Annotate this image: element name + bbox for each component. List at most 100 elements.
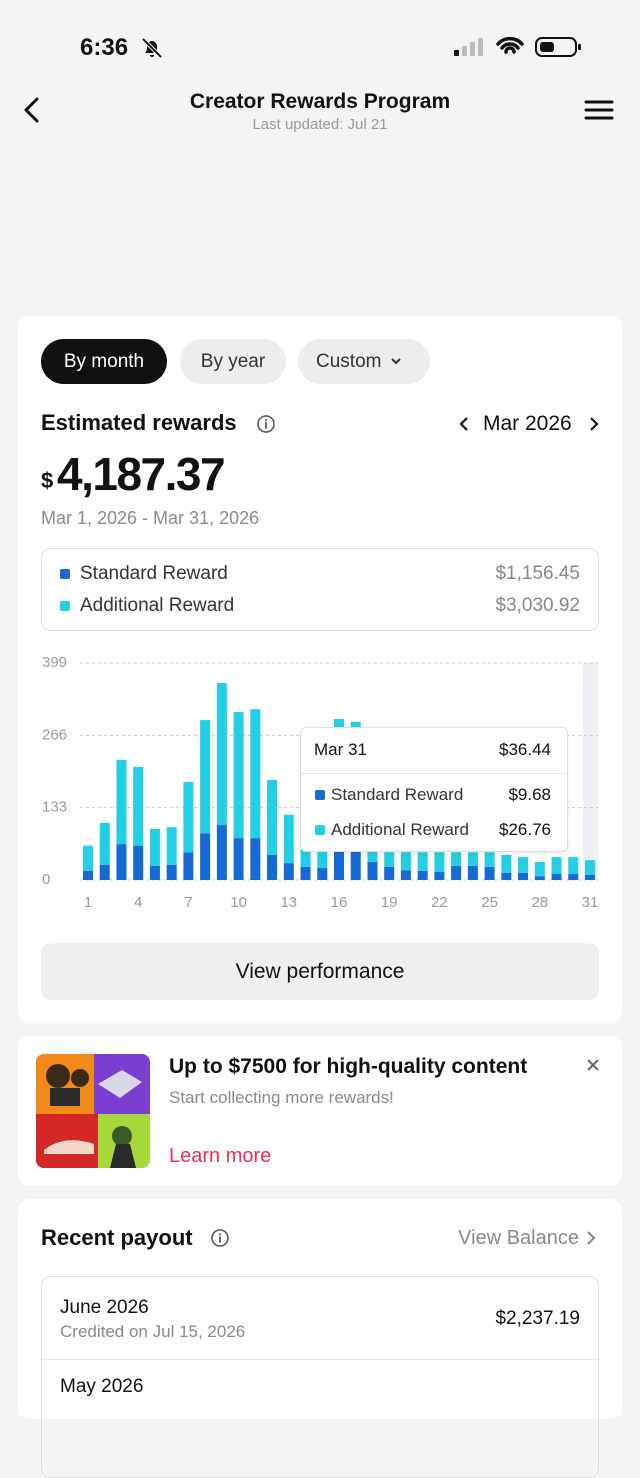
page-subtitle: Last updated: Jul 21 <box>252 116 388 133</box>
payout-card <box>18 1199 622 1419</box>
bar-segment <box>534 862 545 877</box>
view-balance-link[interactable]: View Balance <box>458 1227 579 1249</box>
button-label: View performance <box>235 959 405 983</box>
legend-swatch <box>60 601 70 611</box>
bar-segment <box>551 874 562 880</box>
bar-segment <box>233 711 244 839</box>
bar-segment <box>434 852 445 872</box>
legend-label: Standard Reward <box>80 563 228 584</box>
tooltip-total: $36.44 <box>499 740 551 759</box>
info-icon[interactable] <box>256 414 276 434</box>
x-tick-label: 31 <box>582 894 599 911</box>
bar-segment <box>83 845 93 871</box>
bar-segment <box>149 865 160 880</box>
page: 6:36 Creator Rewards Program Last update… <box>18 34 622 1478</box>
bar-segment <box>467 852 478 866</box>
tooltip-divider <box>301 773 567 774</box>
bar-segment <box>484 866 495 880</box>
bar-segment <box>367 850 378 863</box>
chevron-down <box>391 357 402 364</box>
bar-segment <box>116 844 127 880</box>
view-performance-button[interactable]: View performance <box>41 943 599 1000</box>
promo-text: Start collecting more rewards! <box>169 1088 394 1107</box>
status-icons <box>454 36 581 57</box>
tab[interactable]: By year <box>180 339 286 384</box>
bar-segment <box>585 860 595 875</box>
bar-segment <box>518 872 529 880</box>
x-tick-label: 22 <box>431 894 448 911</box>
bar-segment <box>216 825 227 880</box>
x-tick-label: 25 <box>481 894 498 911</box>
chevron-right <box>587 1231 596 1245</box>
back-button[interactable] <box>20 96 44 124</box>
bar-segment <box>568 857 579 875</box>
status-time: 6:36 <box>80 34 129 61</box>
menu-button[interactable] <box>584 98 614 122</box>
bar-segment <box>501 854 512 873</box>
payout-credited: Credited on Jul 15, 2026 <box>60 1322 246 1341</box>
bar-segment <box>551 857 562 875</box>
bar-segment <box>183 852 194 880</box>
bar-segment <box>518 857 529 873</box>
x-tick-label: 13 <box>280 894 297 911</box>
bar-segment <box>267 779 278 855</box>
promo-title: Up to $7500 for high-quality content <box>169 1055 528 1078</box>
tooltip-swatch <box>315 790 325 800</box>
tooltip-label: Additional Reward <box>331 820 469 839</box>
bar-segment <box>300 866 311 880</box>
tab[interactable]: By month <box>41 339 167 384</box>
tab-label: Custom <box>316 350 382 372</box>
info-icon[interactable] <box>210 1228 230 1248</box>
bar-segment <box>200 720 211 834</box>
bar-segment <box>317 850 328 869</box>
y-tick-label: 266 <box>42 726 67 743</box>
close-button[interactable] <box>585 1057 601 1073</box>
period: Mar 2026 <box>483 412 572 435</box>
tab[interactable]: Custom <box>298 339 430 384</box>
tooltip-swatch <box>315 825 325 835</box>
bar-segment <box>216 683 227 826</box>
y-tick-label: 0 <box>42 871 50 888</box>
bar-segment <box>501 872 512 880</box>
bar-segment <box>99 822 110 865</box>
bar-segment <box>166 864 177 880</box>
tooltip-value: $26.76 <box>499 820 551 839</box>
total-amount: 4,187.37 <box>57 448 226 500</box>
tooltip: Mar 31 $36.44 Standard Reward $9.68 Addi… <box>300 727 568 852</box>
prev-month[interactable] <box>456 415 472 433</box>
bar-segment <box>133 845 144 880</box>
bar-segment <box>367 862 378 880</box>
x-tick-label: 16 <box>331 894 348 911</box>
bar-segment <box>283 814 294 864</box>
bar-segment <box>534 876 545 880</box>
highlight-band <box>583 663 598 880</box>
tooltip-label: Standard Reward <box>331 785 464 804</box>
bar-segment <box>250 838 261 880</box>
payout-amount: $2,237.19 <box>495 1308 580 1329</box>
bar-segment <box>283 863 294 880</box>
bar-segment <box>334 850 344 880</box>
bar-segment <box>568 874 579 880</box>
y-tick-label: 399 <box>42 654 67 671</box>
rewards-heading: Estimated rewards <box>41 410 237 435</box>
page-title: Creator Rewards Program <box>189 90 451 113</box>
bar-segment <box>317 868 328 880</box>
legend-total: $1,156.45 <box>495 563 580 584</box>
bar-segment <box>200 833 211 880</box>
bar-segment <box>484 852 495 867</box>
next-month[interactable] <box>586 415 602 433</box>
bar-segment <box>400 870 411 880</box>
legend-label: Additional Reward <box>80 595 235 616</box>
legend-swatch <box>60 569 70 579</box>
bar-segment <box>250 709 261 839</box>
tooltip-value: $9.68 <box>508 785 551 804</box>
bar-segment <box>99 864 110 880</box>
bar-segment <box>451 865 462 880</box>
bell-off-icon <box>141 37 163 59</box>
bar-segment <box>350 850 361 880</box>
bar-segment <box>384 866 395 880</box>
x-tick-label: 1 <box>84 894 92 911</box>
rewards-card <box>18 316 622 1023</box>
tooltip-title: Mar 31 <box>314 740 367 759</box>
learn-more-link[interactable]: Learn more <box>169 1145 272 1167</box>
